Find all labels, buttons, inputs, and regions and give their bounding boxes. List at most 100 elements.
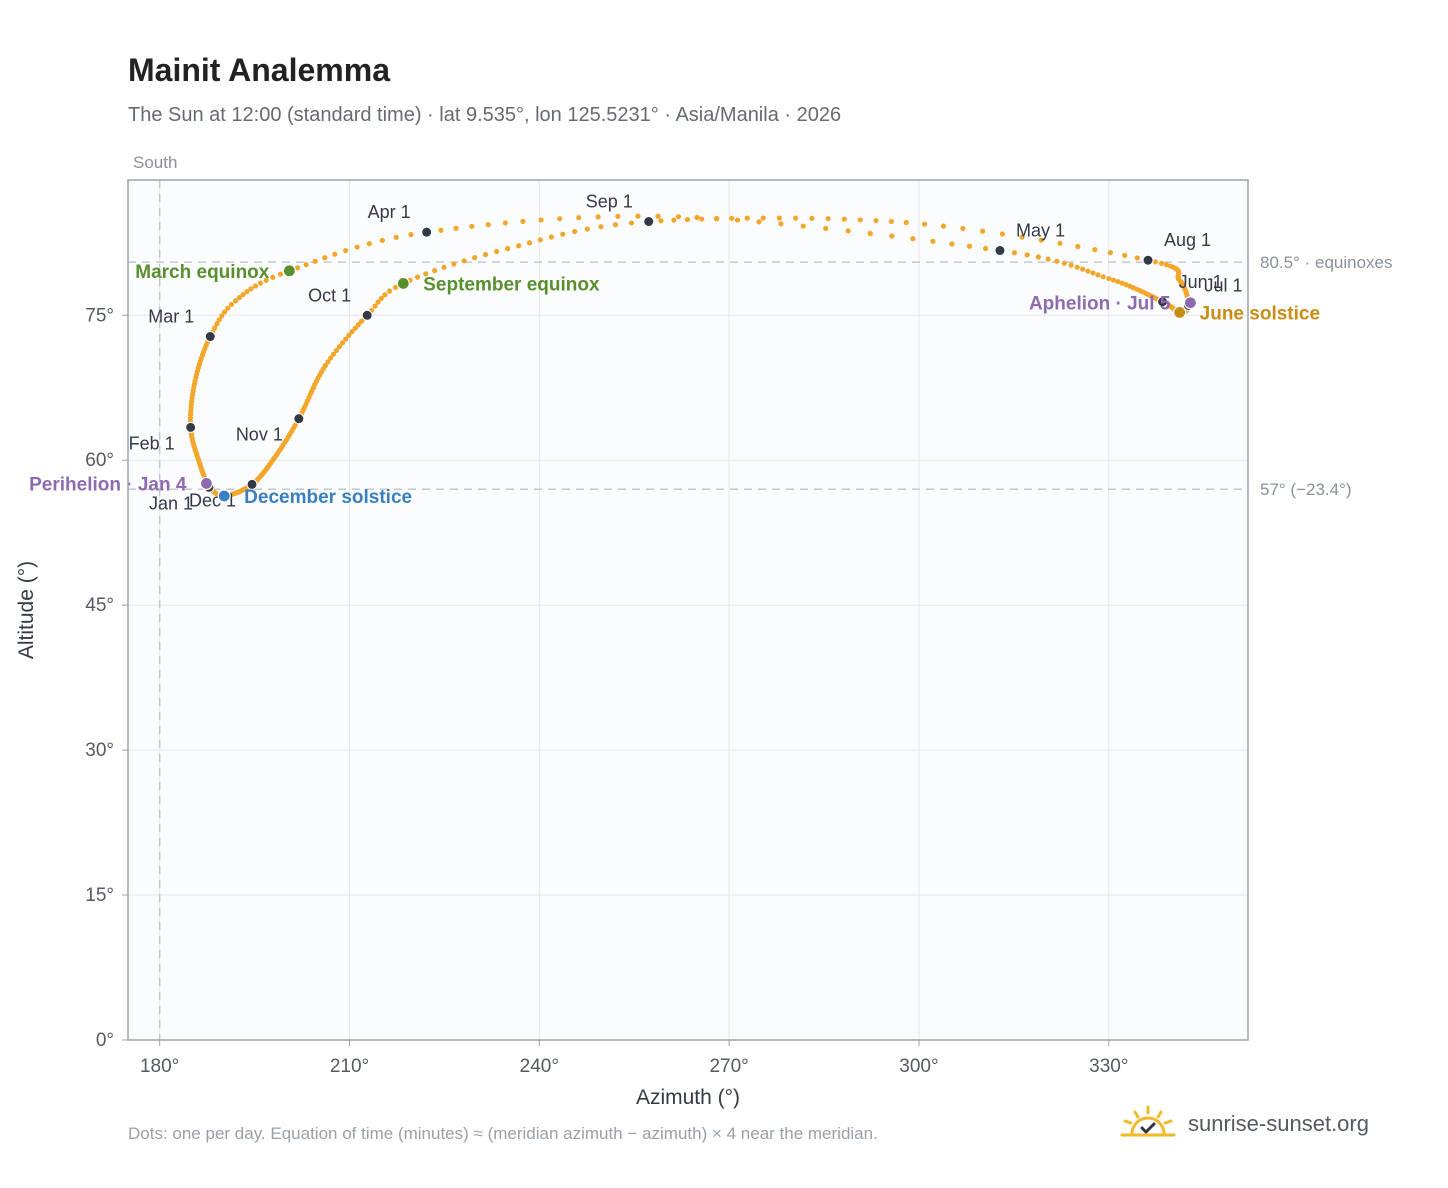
daily-sun-dot bbox=[270, 274, 276, 280]
daily-sun-dot bbox=[628, 220, 635, 226]
daily-sun-dot bbox=[252, 283, 259, 289]
daily-sun-dot bbox=[423, 271, 429, 277]
event-markers: March equinox September equinox December s… bbox=[29, 262, 1320, 508]
daily-sun-dot bbox=[576, 215, 582, 221]
daily-sun-dot bbox=[615, 213, 621, 219]
daily-sun-dot bbox=[940, 223, 947, 229]
daily-sun-dot bbox=[214, 321, 220, 327]
daily-sun-dot bbox=[516, 243, 522, 249]
daily-sun-dot bbox=[322, 255, 328, 261]
daily-sun-dot bbox=[336, 344, 343, 350]
month-marker bbox=[293, 413, 305, 425]
daily-sun-dot bbox=[1038, 237, 1044, 243]
y-tick-label: 30° bbox=[85, 740, 114, 761]
daily-sun-dot bbox=[744, 215, 750, 221]
daily-sun-dot bbox=[453, 225, 459, 231]
daily-sun-dot bbox=[548, 234, 554, 240]
month-marker bbox=[1142, 254, 1154, 266]
daily-sun-dot bbox=[1134, 255, 1140, 261]
daily-sun-dot bbox=[671, 217, 677, 223]
month-marker-label: Sep 1 bbox=[586, 192, 633, 212]
daily-sun-dot bbox=[461, 258, 467, 264]
daily-sun-dot bbox=[888, 218, 894, 225]
reference-line-label: 57° (−23.4°) bbox=[1260, 480, 1352, 499]
month-marker-label: Mar 1 bbox=[148, 307, 194, 327]
daily-sun-dot bbox=[352, 325, 358, 331]
daily-sun-dot bbox=[505, 246, 511, 252]
daily-sun-dot bbox=[966, 243, 973, 249]
daily-sun-dot bbox=[557, 216, 563, 222]
daily-sun-dot bbox=[1095, 272, 1101, 278]
daily-sun-dot bbox=[257, 280, 264, 286]
y-tick-label: 75° bbox=[85, 305, 114, 326]
daily-sun-dot bbox=[1019, 234, 1025, 240]
daily-sun-dot bbox=[684, 216, 691, 223]
event-marker bbox=[217, 489, 231, 503]
daily-sun-dot bbox=[825, 216, 831, 222]
month-marker-label: May 1 bbox=[1016, 221, 1065, 241]
daily-sun-dot bbox=[960, 225, 966, 232]
daily-sun-dot bbox=[930, 238, 936, 244]
x-axis-label: Azimuth (°) bbox=[636, 1086, 740, 1109]
daily-sun-dot bbox=[349, 329, 355, 335]
daily-sun-dot bbox=[325, 359, 331, 365]
daily-sun-dot bbox=[734, 217, 741, 223]
daily-sun-dot bbox=[358, 318, 364, 325]
y-tick-label: 60° bbox=[85, 450, 114, 471]
daily-sun-dot bbox=[655, 213, 661, 219]
y-tick-label: 45° bbox=[85, 595, 114, 616]
daily-sun-dot bbox=[1152, 259, 1158, 265]
event-label: September equinox bbox=[423, 274, 600, 295]
daily-sun-dot bbox=[378, 295, 384, 301]
daily-sun-dot bbox=[240, 291, 246, 298]
daily-sun-dot bbox=[873, 217, 879, 224]
daily-sun-dot bbox=[980, 228, 986, 234]
daily-sun-dot bbox=[236, 294, 243, 301]
event-label: June solstice bbox=[1200, 303, 1320, 324]
daily-sun-dot bbox=[438, 227, 444, 233]
daily-sun-dot bbox=[375, 299, 381, 305]
month-marker-label: Nov 1 bbox=[236, 425, 283, 445]
daily-sun-dot bbox=[1024, 252, 1030, 258]
daily-sun-dot bbox=[520, 218, 526, 224]
x-tick-label: 300° bbox=[899, 1056, 938, 1077]
daily-sun-dot bbox=[572, 228, 578, 235]
daily-sun-dot bbox=[485, 222, 491, 228]
daily-sun-dot bbox=[332, 251, 338, 257]
month-marker bbox=[643, 216, 655, 228]
x-tick-label: 180° bbox=[140, 1056, 179, 1077]
daily-sun-dot bbox=[382, 292, 388, 298]
daily-sun-dot bbox=[277, 271, 284, 277]
daily-sun-dot bbox=[800, 223, 806, 229]
month-marker-label: Jun 1 bbox=[1179, 272, 1223, 292]
brand[interactable]: sunrise-sunset.org bbox=[1120, 1102, 1369, 1146]
daily-sun-dot bbox=[867, 230, 873, 237]
daily-sun-dot bbox=[343, 336, 349, 342]
daily-sun-dot bbox=[441, 264, 447, 270]
daily-sun-dot bbox=[792, 215, 799, 221]
daily-sun-dot bbox=[903, 219, 909, 226]
daily-sun-dot bbox=[560, 231, 566, 237]
daily-sun-dot bbox=[248, 286, 254, 292]
daily-sun-dot bbox=[889, 233, 895, 239]
daily-sun-dot bbox=[1106, 275, 1112, 282]
x-tick-label: 270° bbox=[709, 1056, 748, 1077]
month-marker bbox=[1157, 296, 1169, 308]
daily-sun-dot bbox=[366, 241, 372, 247]
daily-sun-dot bbox=[354, 244, 360, 250]
daily-sun-dot bbox=[228, 301, 235, 308]
event-marker bbox=[282, 264, 296, 278]
daily-sun-dot bbox=[502, 220, 508, 226]
daily-sun-dot bbox=[595, 214, 601, 220]
month-marker-label: Aug 1 bbox=[1164, 230, 1211, 250]
month-marker bbox=[361, 309, 373, 321]
south-label: South bbox=[133, 153, 177, 172]
daily-sun-dot bbox=[713, 216, 720, 222]
daily-sun-dot bbox=[537, 237, 543, 243]
daily-sun-dot bbox=[355, 322, 361, 328]
daily-sun-dot bbox=[1080, 266, 1086, 272]
daily-sun-dot bbox=[778, 221, 784, 227]
daily-sun-dot bbox=[392, 284, 399, 290]
y-tick-label: 0° bbox=[96, 1030, 114, 1051]
